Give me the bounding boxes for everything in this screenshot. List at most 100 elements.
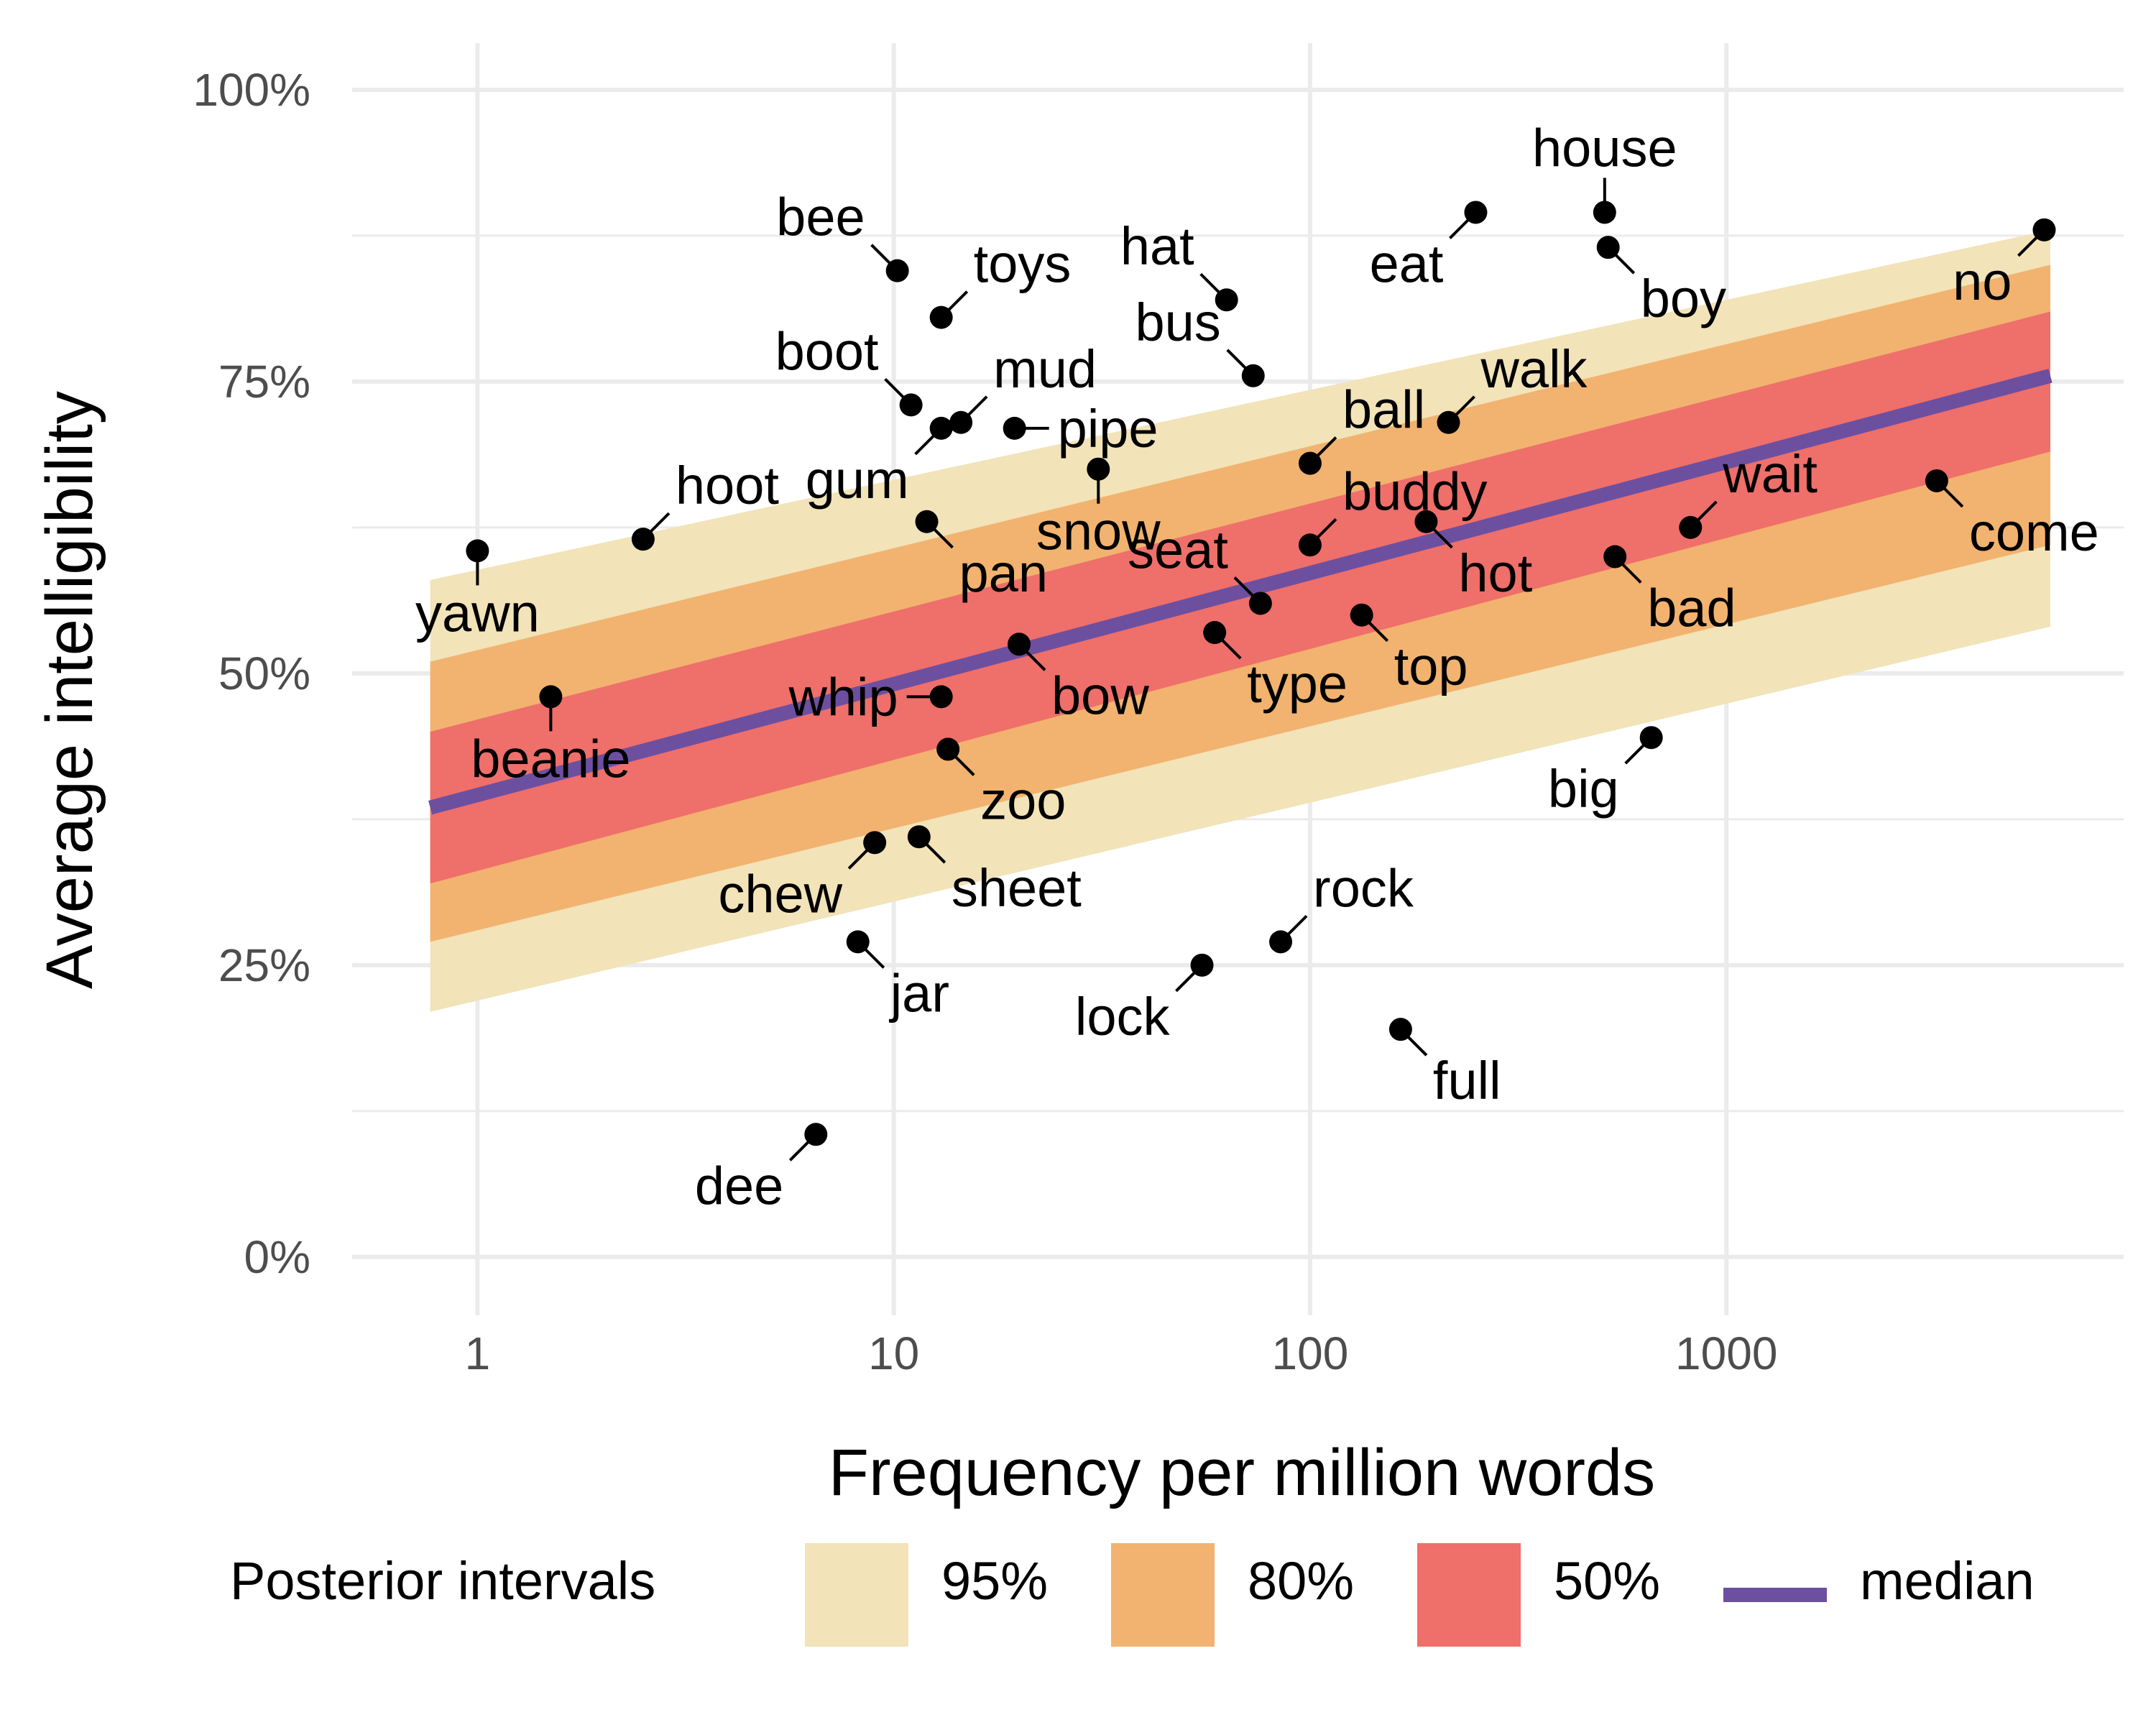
data-point-group: rock (1269, 858, 1414, 954)
data-point-group: ball (1298, 380, 1425, 475)
median-line (428, 369, 2053, 815)
leader-line (914, 434, 935, 456)
leader-line (1943, 487, 1964, 508)
data-point-group: pipe (1003, 399, 1158, 459)
data-point (1215, 288, 1238, 312)
data-point-group: sheet (907, 825, 1082, 918)
x-tick-label: 1000 (1675, 1328, 1777, 1379)
data-point-group: come (1925, 469, 2099, 562)
leader-line (947, 290, 969, 311)
leader-line (847, 849, 869, 870)
data-point-group: big (1548, 726, 1663, 819)
leader-line (1226, 349, 1247, 369)
point-label: buddy (1342, 461, 1488, 521)
point-label: sheet (952, 858, 1082, 918)
data-point (2032, 218, 2056, 242)
data-point-group: seat (1128, 520, 1272, 615)
leader-line (1432, 528, 1453, 549)
data-point-group: snow (1036, 457, 1161, 561)
leader-line (1624, 744, 1645, 765)
legend-title: Posterior intervals (230, 1551, 655, 1611)
point-label: toys (974, 234, 1072, 294)
data-point-group: buddy (1298, 461, 1488, 557)
point-label: beanie (471, 729, 630, 788)
legend-item: 50% (1417, 1543, 1660, 1647)
data-point (846, 930, 870, 954)
legend-item: 95% (805, 1543, 1048, 1647)
x-axis-title: Frequency per million words (829, 1436, 1655, 1509)
legend-swatch (1417, 1543, 1521, 1647)
leader-line (884, 377, 905, 399)
point-label: whip (788, 667, 898, 727)
data-point (929, 416, 953, 440)
data-point (631, 528, 655, 551)
y-tick-label: 75% (218, 356, 310, 408)
data-point (1414, 510, 1438, 533)
legend-label: median (1860, 1551, 2035, 1611)
data-point (1679, 515, 1703, 539)
legend-item: 80% (1111, 1543, 1354, 1647)
leader-line (1233, 576, 1254, 597)
data-point (1190, 953, 1214, 977)
data-point-group: walk (1437, 339, 1588, 434)
data-point (885, 259, 909, 282)
legend-swatch (1111, 1543, 1215, 1647)
data-point-group: bow (1008, 632, 1149, 725)
data-point (804, 1123, 828, 1146)
y-tick-label: 100% (193, 64, 310, 116)
leader-line (954, 755, 975, 776)
leader-line (933, 528, 954, 549)
leader-line (1317, 518, 1337, 539)
data-point (1248, 592, 1272, 615)
data-point (1593, 201, 1616, 224)
data-point-group: hat (1120, 216, 1238, 312)
point-label: top (1394, 637, 1468, 696)
data-point (949, 410, 973, 434)
data-point-group: zoo (936, 737, 1066, 830)
data-point (466, 539, 489, 563)
data-point-group: yawn (415, 539, 540, 643)
leader-line (1455, 395, 1475, 416)
data-point (907, 825, 931, 849)
data-point-group: pan (915, 510, 1048, 603)
point-label: bow (1051, 666, 1149, 725)
y-tick-label: 50% (218, 648, 310, 699)
data-point-group: jar (846, 930, 949, 1023)
point-label: bad (1647, 578, 1736, 638)
leader-line (1368, 621, 1389, 643)
leader-line (1407, 1036, 1428, 1057)
data-point-group: lock (1075, 953, 1214, 1046)
data-point-group: chew (718, 831, 887, 924)
point-label: pipe (1058, 399, 1158, 459)
data-point (539, 685, 563, 709)
median-layer (428, 369, 2053, 815)
point-label: gum (806, 450, 909, 510)
x-tick-label: 100 (1272, 1328, 1349, 1379)
leader-line (1026, 650, 1046, 671)
point-label: no (1953, 252, 2012, 311)
data-point-group: bad (1603, 545, 1736, 638)
leader-line (1621, 563, 1642, 584)
leader-line (1614, 254, 1636, 275)
legend-label: 50% (1554, 1551, 1660, 1611)
data-point-group: hot (1414, 510, 1533, 603)
leader-line (1287, 914, 1308, 936)
point-label: chew (718, 864, 842, 924)
legend-item: median (1723, 1551, 2035, 1611)
data-point (915, 510, 939, 533)
data-point (899, 393, 923, 417)
point-label: big (1548, 759, 1619, 819)
leader-line (649, 512, 671, 533)
data-point-group: no (1953, 218, 2056, 311)
leader-line (967, 395, 988, 416)
data-point (1003, 416, 1026, 440)
point-label: boy (1641, 269, 1726, 328)
data-point (863, 831, 887, 855)
data-point-group: full (1388, 1018, 1501, 1110)
data-point-group: house (1532, 118, 1677, 224)
y-tick-label: 0% (244, 1231, 311, 1283)
data-point-group: bus (1135, 293, 1265, 387)
point-label: zoo (980, 770, 1066, 830)
legend-swatch (805, 1543, 908, 1647)
leader-line (925, 843, 946, 864)
